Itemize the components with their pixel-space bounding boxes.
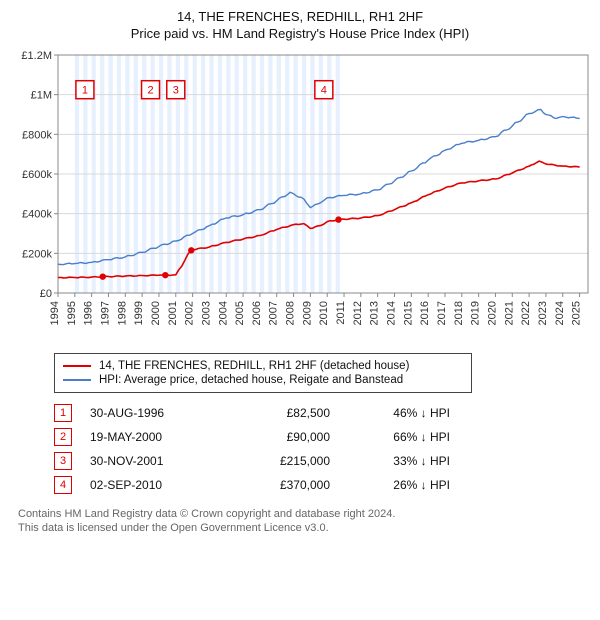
x-tick-label: 2000 <box>150 301 162 325</box>
x-tick-label: 1996 <box>83 301 95 325</box>
sale-price: £82,500 <box>230 406 330 420</box>
sale-hpi: 33% ↓ HPI <box>330 454 450 468</box>
sales-row: 2 19-MAY-2000£90,00066% ↓ HPI <box>54 425 594 449</box>
x-tick-label: 2012 <box>352 301 364 325</box>
sale-price: £90,000 <box>230 430 330 444</box>
x-tick-label: 2016 <box>419 301 431 325</box>
sale-badge-number: 3 <box>173 84 179 96</box>
x-tick-label: 2007 <box>268 301 280 325</box>
y-tick-label: £1.2M <box>21 50 52 62</box>
legend: 14, THE FRENCHES, REDHILL, RH1 2HF (deta… <box>54 353 472 393</box>
x-tick-label: 2006 <box>251 301 263 325</box>
attribution-line: This data is licensed under the Open Gov… <box>18 521 594 536</box>
x-tick-label: 2013 <box>369 301 381 325</box>
sale-row-badge: 4 <box>54 476 72 494</box>
x-tick-label: 2024 <box>554 301 566 325</box>
legend-swatch <box>63 365 91 367</box>
x-tick-label: 2015 <box>402 301 414 325</box>
x-tick-label: 2008 <box>285 301 297 325</box>
page-subtitle: Price paid vs. HM Land Registry's House … <box>6 26 594 41</box>
x-tick-label: 2014 <box>386 301 398 325</box>
sale-date: 02-SEP-2010 <box>90 478 230 492</box>
sale-badge-number: 2 <box>147 84 153 96</box>
sale-marker-dot <box>162 271 168 277</box>
x-tick-label: 2021 <box>503 301 515 325</box>
legend-label: HPI: Average price, detached house, Reig… <box>99 374 403 386</box>
sales-row: 3 30-NOV-2001£215,00033% ↓ HPI <box>54 449 594 473</box>
sale-price: £370,000 <box>230 478 330 492</box>
page-title: 14, THE FRENCHES, REDHILL, RH1 2HF <box>6 8 594 26</box>
sales-table: 1 30-AUG-1996£82,50046% ↓ HPI 2 19-MAY-2000… <box>54 401 594 497</box>
price-chart: £0 £200k £400k £600k £800k £1M £1.2M 1994 1995 19… <box>6 43 594 343</box>
x-tick-label: 2001 <box>167 301 179 325</box>
legend-item: 14, THE FRENCHES, REDHILL, RH1 2HF (deta… <box>63 359 463 373</box>
sale-badge-number: 1 <box>82 84 88 96</box>
y-tick-label: £0 <box>40 288 52 300</box>
x-tick-label: 1995 <box>66 301 78 325</box>
sale-row-badge: 3 <box>54 452 72 470</box>
legend-item: HPI: Average price, detached house, Reig… <box>63 373 463 387</box>
sale-date: 30-NOV-2001 <box>90 454 230 468</box>
x-tick-label: 2025 <box>571 301 583 325</box>
y-tick-label: £400k <box>22 208 52 220</box>
sales-row: 4 02-SEP-2010£370,00026% ↓ HPI <box>54 473 594 497</box>
sale-row-badge: 2 <box>54 428 72 446</box>
x-tick-label: 2017 <box>436 301 448 325</box>
sale-date: 19-MAY-2000 <box>90 430 230 444</box>
sale-marker-dot <box>100 273 106 279</box>
sale-marker-dot <box>335 216 341 222</box>
sale-date: 30-AUG-1996 <box>90 406 230 420</box>
x-tick-label: 2022 <box>520 301 532 325</box>
x-tick-label: 2023 <box>537 301 549 325</box>
sale-hpi: 66% ↓ HPI <box>330 430 450 444</box>
x-tick-label: 2020 <box>486 301 498 325</box>
x-tick-label: 2010 <box>318 301 330 325</box>
sales-row: 1 30-AUG-1996£82,50046% ↓ HPI <box>54 401 594 425</box>
sale-hpi: 26% ↓ HPI <box>330 478 450 492</box>
page-container: 14, THE FRENCHES, REDHILL, RH1 2HF Price… <box>0 0 600 542</box>
legend-swatch <box>63 379 91 381</box>
x-tick-label: 2003 <box>200 301 212 325</box>
attribution: Contains HM Land Registry data © Crown c… <box>18 507 594 537</box>
x-tick-label: 1999 <box>133 301 145 325</box>
sale-hpi: 46% ↓ HPI <box>330 406 450 420</box>
x-tick-label: 2019 <box>470 301 482 325</box>
x-tick-label: 2011 <box>335 301 347 325</box>
sale-price: £215,000 <box>230 454 330 468</box>
x-tick-label: 2005 <box>234 301 246 325</box>
sale-row-badge: 1 <box>54 404 72 422</box>
y-tick-label: £1M <box>31 89 52 101</box>
x-tick-label: 1997 <box>99 301 111 325</box>
y-tick-label: £800k <box>22 129 52 141</box>
y-tick-label: £200k <box>22 248 52 260</box>
attribution-line: Contains HM Land Registry data © Crown c… <box>18 507 594 522</box>
y-tick-label: £600k <box>22 169 52 181</box>
sale-marker-dot <box>188 247 194 253</box>
x-tick-label: 2002 <box>184 301 196 325</box>
legend-label: 14, THE FRENCHES, REDHILL, RH1 2HF (deta… <box>99 360 409 372</box>
x-tick-label: 2009 <box>301 301 313 325</box>
x-tick-label: 2004 <box>217 301 229 325</box>
chart-svg: £0 £200k £400k £600k £800k £1M £1.2M 1994 1995 19… <box>6 43 594 343</box>
sale-badge-number: 4 <box>321 84 327 96</box>
x-tick-label: 1998 <box>116 301 128 325</box>
x-tick-label: 2018 <box>453 301 465 325</box>
x-tick-label: 1994 <box>49 301 61 325</box>
